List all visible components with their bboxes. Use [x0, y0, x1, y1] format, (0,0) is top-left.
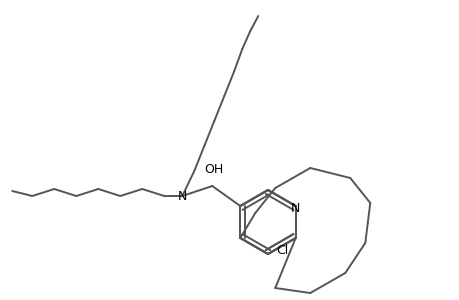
Text: N: N: [177, 190, 186, 203]
Text: OH: OH: [204, 163, 224, 176]
Text: Cl: Cl: [275, 244, 288, 256]
Text: N: N: [291, 202, 300, 214]
